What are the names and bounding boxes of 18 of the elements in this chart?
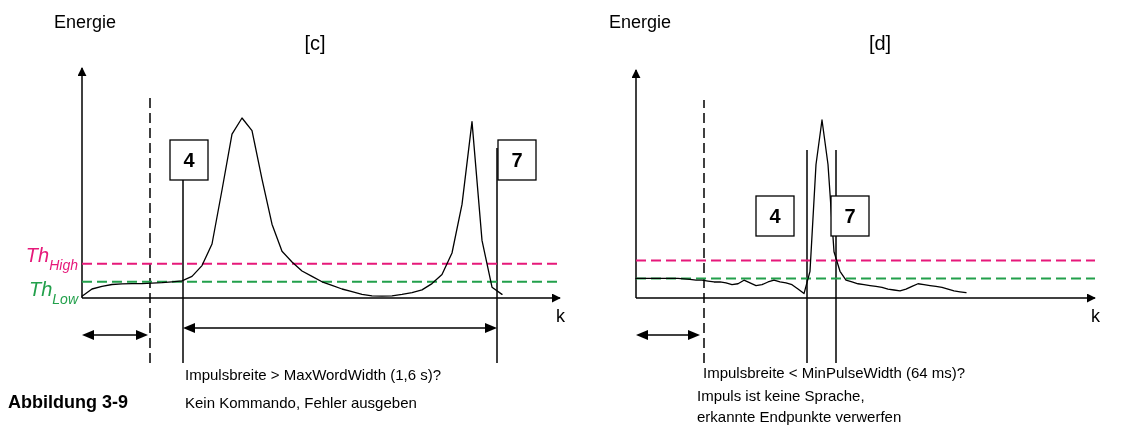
text: Impuls ist keine Sprache, <box>697 387 865 404</box>
chart-title: [c] <box>304 32 326 54</box>
text: Abbildung 3-9 <box>8 392 128 412</box>
x-axis-title: k <box>556 306 566 326</box>
ref-line-label: Th$_{High}$ <box>25 243 79 273</box>
text: erkannte Endpunkte verwerfen <box>697 408 902 425</box>
y-axis-title: Energie <box>608 12 672 32</box>
chart-title: [d] <box>868 32 892 54</box>
annotation: 4 <box>769 205 782 227</box>
text: Impulsbreite > MaxWordWidth (1,6 s)? <box>185 366 442 383</box>
text: Kein Kommando, Fehler ausgeben <box>185 394 417 411</box>
text: Impulsbreite < MinPulseWidth (64 ms)? <box>703 364 966 381</box>
y-axis-title: Energie <box>53 12 117 32</box>
annotation: 4 <box>183 149 196 171</box>
ref-line-label: Th$_{Low}$ <box>28 277 79 307</box>
x-axis-title: k <box>1091 306 1101 326</box>
annotation: 7 <box>844 205 856 227</box>
text: 7 <box>511 149 523 171</box>
